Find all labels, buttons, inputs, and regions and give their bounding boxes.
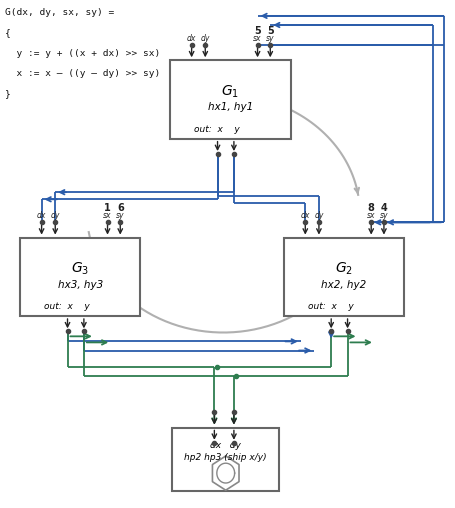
Text: hx3, hy3: hx3, hy3 bbox=[57, 279, 103, 290]
Text: $G_2$: $G_2$ bbox=[334, 261, 352, 277]
Text: dx: dx bbox=[300, 211, 309, 220]
Text: dx: dx bbox=[187, 34, 196, 43]
Text: out:  x    y: out: x y bbox=[194, 125, 239, 134]
Bar bbox=[20, 238, 140, 316]
Text: sy: sy bbox=[116, 211, 124, 220]
Text: 5: 5 bbox=[266, 26, 273, 36]
Text: sx: sx bbox=[253, 34, 261, 43]
Text: dy: dy bbox=[200, 34, 209, 43]
Text: 1: 1 bbox=[104, 203, 111, 213]
Text: 4: 4 bbox=[380, 203, 386, 213]
Text: sx: sx bbox=[366, 211, 374, 220]
Text: hp2 hp3 (ship x/y): hp2 hp3 (ship x/y) bbox=[184, 454, 267, 462]
Text: {: { bbox=[5, 28, 11, 38]
Text: 8: 8 bbox=[367, 203, 374, 213]
Text: dy: dy bbox=[313, 211, 323, 220]
Text: hx2, hy2: hx2, hy2 bbox=[321, 279, 366, 290]
Text: out:  x    y: out: x y bbox=[44, 302, 90, 311]
Text: $G_1$: $G_1$ bbox=[221, 83, 239, 100]
Text: G(dx, dy, sx, sy) =: G(dx, dy, sx, sy) = bbox=[5, 8, 114, 17]
Text: dy: dy bbox=[51, 211, 60, 220]
Bar bbox=[172, 428, 278, 491]
Text: $G_3$: $G_3$ bbox=[71, 261, 89, 277]
Text: 6: 6 bbox=[116, 203, 123, 213]
Text: dx   dy: dx dy bbox=[210, 441, 241, 450]
Text: sy: sy bbox=[265, 34, 274, 43]
Text: x := x – ((y – dy) >> sy): x := x – ((y – dy) >> sy) bbox=[5, 69, 160, 78]
Text: sy: sy bbox=[379, 211, 387, 220]
Bar bbox=[283, 238, 403, 316]
Text: out:  x    y: out: x y bbox=[307, 302, 353, 311]
Text: }: } bbox=[5, 89, 11, 99]
Bar bbox=[170, 60, 290, 139]
Text: 5: 5 bbox=[253, 26, 260, 36]
Text: hx1, hy1: hx1, hy1 bbox=[207, 102, 253, 112]
Text: sx: sx bbox=[103, 211, 111, 220]
Text: dx: dx bbox=[37, 211, 46, 220]
Text: y := y + ((x + dx) >> sx): y := y + ((x + dx) >> sx) bbox=[5, 49, 160, 58]
